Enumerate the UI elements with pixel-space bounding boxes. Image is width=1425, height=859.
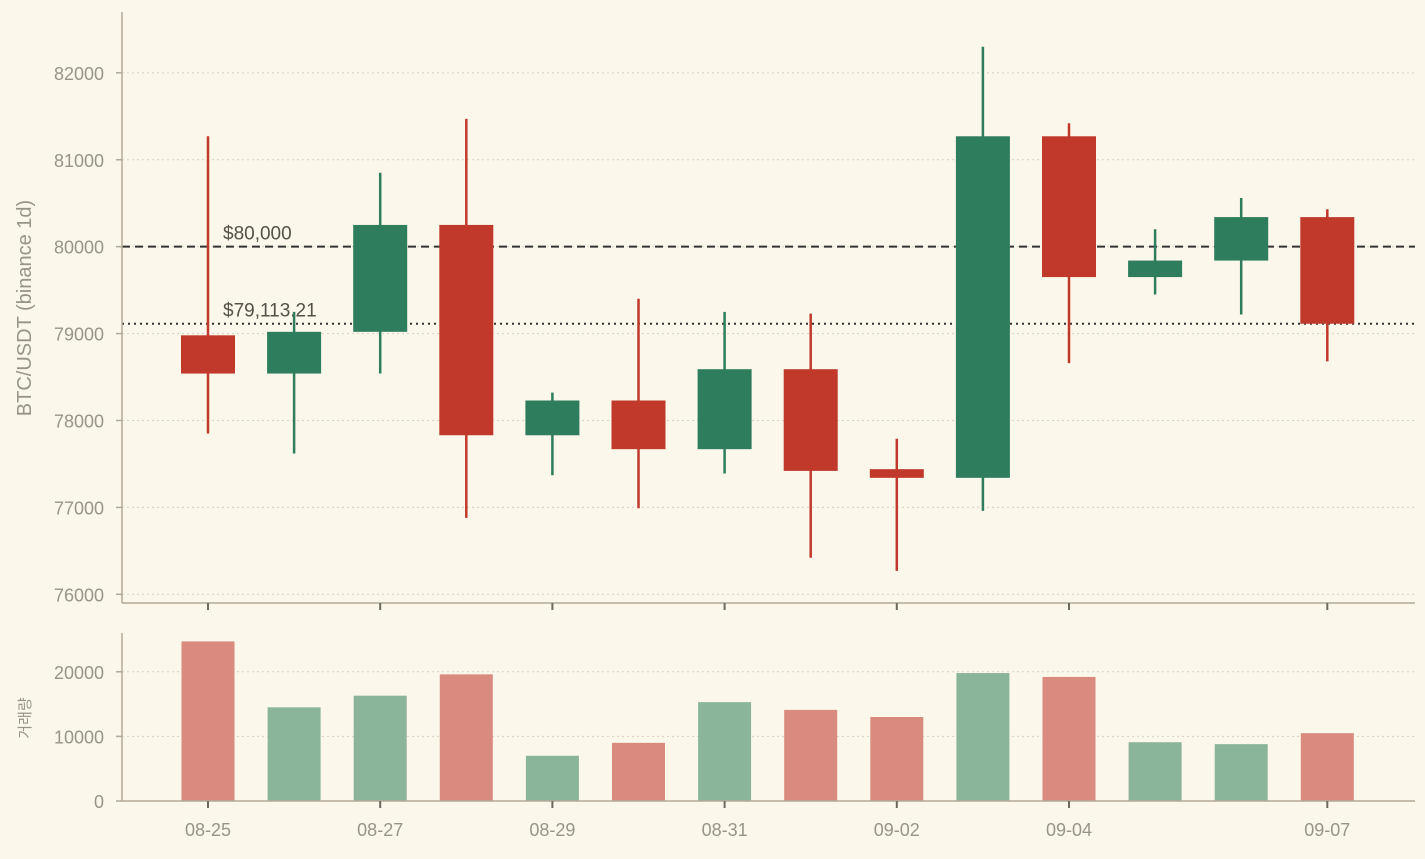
volume-bar	[1300, 733, 1354, 801]
volume-bar	[698, 702, 752, 801]
volume-bar	[267, 707, 321, 801]
candle-body	[1214, 217, 1269, 261]
candle-body	[181, 335, 235, 374]
x-tick-label: 09-07	[1304, 820, 1350, 840]
volume-bar	[1214, 744, 1268, 801]
candle-body	[1042, 136, 1096, 278]
volume-bar	[1128, 742, 1182, 801]
volume-bar	[870, 717, 924, 801]
price-tick-label: 76000	[54, 585, 104, 605]
candle-body	[267, 331, 322, 374]
volume-bars	[181, 641, 1354, 801]
candle-body	[439, 224, 494, 436]
price-axis-label: BTC/USDT (binance 1d)	[14, 200, 36, 416]
price-tick-labels: 76000 77000 78000 79000 80000 81000 82000	[54, 64, 122, 605]
x-tick-label: 08-27	[357, 820, 403, 840]
candle-body	[697, 369, 752, 450]
volume-bar	[956, 673, 1010, 801]
reference-line-label: $80,000	[223, 224, 292, 245]
candle-body	[353, 224, 408, 332]
price-tick-label: 80000	[54, 238, 104, 258]
price-tick-label: 78000	[54, 411, 104, 431]
price-tick-label: 82000	[54, 64, 104, 84]
candle-body	[955, 136, 1010, 478]
price-tick-label: 79000	[54, 325, 104, 345]
volume-bar	[353, 695, 407, 801]
candles	[181, 46, 1355, 571]
x-tick-label: 09-02	[874, 820, 920, 840]
volume-tick-label: 20000	[54, 663, 104, 683]
price-tick-label: 77000	[54, 498, 104, 518]
x-tick-labels: 08-25 08-27 08-29 08-31 09-02 09-04 09-07	[185, 603, 1350, 840]
x-tick-label: 09-04	[1046, 820, 1092, 840]
volume-bar	[1042, 676, 1096, 801]
volume-tick-label: 0	[94, 792, 104, 812]
volume-bar	[525, 755, 579, 801]
candle-body	[611, 400, 666, 450]
volume-bar	[612, 742, 665, 801]
candle-body	[1300, 217, 1355, 324]
price-tick-label: 81000	[54, 151, 104, 171]
candle-body	[783, 369, 838, 471]
candle-body	[525, 400, 580, 436]
candle-body	[869, 469, 924, 478]
x-tick-label: 08-25	[185, 820, 231, 840]
volume-gridlines	[122, 671, 1415, 737]
volume-axis-label: 거래량	[17, 697, 34, 739]
axes	[121, 12, 1415, 802]
volume-tick-label: 10000	[54, 727, 104, 747]
candle-body	[1128, 260, 1183, 278]
volume-bar	[439, 674, 493, 801]
volume-tick-labels: 0 10000 20000	[54, 663, 122, 812]
reference-line-label: $79,113.21	[223, 301, 317, 322]
x-tick-label: 08-31	[702, 820, 748, 840]
volume-bar	[784, 709, 838, 801]
volume-bar	[181, 641, 235, 801]
x-tick-label: 08-29	[529, 820, 575, 840]
